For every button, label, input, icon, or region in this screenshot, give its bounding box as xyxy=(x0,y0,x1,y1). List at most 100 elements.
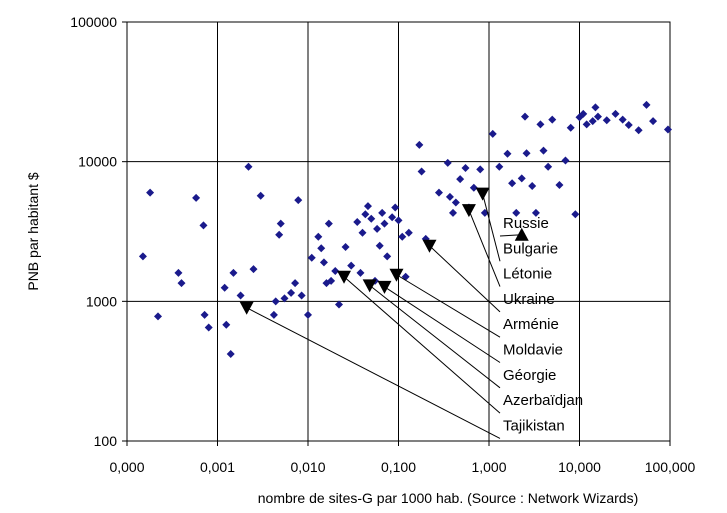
data-point xyxy=(280,294,289,303)
y-tick-label: 100 xyxy=(94,433,118,449)
annotation-label: Azerbaïdjan xyxy=(503,392,583,409)
data-point xyxy=(380,219,389,228)
annotation-leader-line xyxy=(396,274,501,338)
y-axis-label: PNB par habitant $ xyxy=(25,172,41,291)
data-point xyxy=(503,149,512,158)
annotation-label: Russie xyxy=(503,215,549,232)
data-point xyxy=(361,210,370,219)
annotation-label: Géorgie xyxy=(503,367,556,384)
data-point xyxy=(331,266,340,275)
data-point xyxy=(512,208,521,217)
x-tick-label: 100,000 xyxy=(645,459,696,475)
x-tick-label: 0,001 xyxy=(200,459,235,475)
annotation-leader-line xyxy=(468,209,501,287)
data-point xyxy=(304,310,312,319)
data-point xyxy=(327,276,336,285)
data-point xyxy=(375,241,384,250)
data-point xyxy=(192,193,201,202)
annotation-label: Létonie xyxy=(503,266,552,283)
data-point xyxy=(222,320,231,329)
data-point xyxy=(539,146,548,155)
data-point xyxy=(244,162,253,171)
data-point xyxy=(276,219,285,228)
data-point xyxy=(566,123,575,132)
data-point xyxy=(256,191,265,200)
highlight-point xyxy=(514,227,529,241)
data-point xyxy=(394,216,403,225)
data-point xyxy=(373,224,382,233)
data-point xyxy=(153,312,162,321)
data-point xyxy=(495,162,504,171)
x-tick-label: 1,000 xyxy=(471,459,506,475)
data-point xyxy=(367,214,376,223)
data-point xyxy=(146,188,155,197)
data-point xyxy=(521,112,530,121)
data-point xyxy=(271,297,280,306)
x-tick-label: 10,000 xyxy=(558,459,601,475)
data-point xyxy=(204,323,213,332)
data-point xyxy=(324,219,333,228)
data-point xyxy=(269,310,278,319)
data-point xyxy=(624,121,633,130)
data-point xyxy=(517,174,526,183)
data-point xyxy=(536,120,545,129)
data-point xyxy=(561,156,570,165)
annotation-leader-line xyxy=(246,307,501,439)
x-tick-label: 0,010 xyxy=(290,459,325,475)
data-point xyxy=(445,192,454,201)
data-point xyxy=(544,162,553,171)
y-tick-label: 10000 xyxy=(78,154,117,170)
x-axis: 0,000 0,001 0,010 0,100 1,000 10,000 100,000 xyxy=(109,441,696,475)
data-point xyxy=(307,253,316,262)
data-point xyxy=(391,203,400,212)
data-point xyxy=(649,117,658,126)
data-point xyxy=(555,181,564,190)
data-point xyxy=(356,268,365,277)
data-point xyxy=(249,265,258,274)
data-point xyxy=(401,272,410,281)
data-point xyxy=(448,208,457,217)
data-point xyxy=(200,310,209,319)
annotation-label: Ukraine xyxy=(503,291,555,308)
annotation-leader-line xyxy=(429,245,501,313)
data-point xyxy=(291,279,300,288)
annotation-label: Tajikistan xyxy=(503,417,565,434)
data-point xyxy=(528,181,537,190)
annotation-leader-line xyxy=(369,285,501,389)
data-point xyxy=(415,140,424,149)
data-point xyxy=(522,149,531,158)
data-point xyxy=(461,164,470,173)
annotations: Russie Bulgarie Létonie Ukraine Arménie Molda… xyxy=(246,193,583,439)
data-point xyxy=(582,120,591,129)
data-point xyxy=(287,288,296,297)
data-point xyxy=(347,261,356,270)
annotation-leader-line xyxy=(499,234,522,237)
data-point xyxy=(434,188,443,197)
y-tick-label: 100000 xyxy=(70,14,117,30)
data-point xyxy=(275,230,284,239)
data-point xyxy=(451,198,460,207)
data-point xyxy=(177,279,186,288)
data-point xyxy=(456,175,465,184)
x-tick-label: 0,100 xyxy=(381,459,416,475)
data-point xyxy=(319,258,328,267)
data-point xyxy=(383,252,392,261)
y-axis: 100 1000 10000 100000 xyxy=(70,14,127,449)
data-point xyxy=(611,109,620,118)
annotation-label: Arménie xyxy=(503,316,559,333)
data-point xyxy=(363,202,372,211)
data-point xyxy=(469,183,478,192)
data-point xyxy=(642,100,651,109)
data-point xyxy=(602,116,611,125)
data-point xyxy=(417,167,426,176)
data-point xyxy=(236,291,245,300)
data-point xyxy=(334,300,343,309)
data-point xyxy=(138,252,147,261)
data-point xyxy=(571,210,580,219)
data-point xyxy=(663,125,672,134)
data-point xyxy=(199,221,208,230)
x-tick-label: 0,000 xyxy=(109,459,144,475)
data-point xyxy=(548,115,557,124)
data-point xyxy=(591,103,600,112)
data-point xyxy=(476,165,485,174)
